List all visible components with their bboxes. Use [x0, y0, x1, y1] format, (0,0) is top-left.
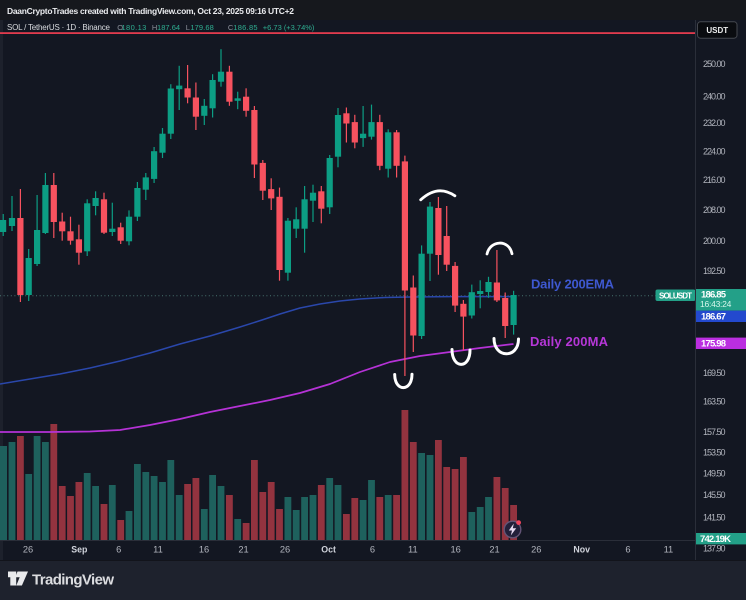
svg-text:149.50: 149.50 [703, 469, 726, 479]
svg-text:175.98: 175.98 [701, 338, 726, 349]
svg-text:16: 16 [199, 545, 209, 555]
svg-text:224.00: 224.00 [703, 147, 726, 157]
svg-text:DaanCryptoTrades created with: DaanCryptoTrades created with TradingVie… [7, 6, 294, 16]
svg-text:141.50: 141.50 [703, 512, 726, 522]
svg-text:157.50: 157.50 [703, 427, 726, 437]
svg-text:200.00: 200.00 [703, 236, 726, 246]
svg-text:26: 26 [280, 545, 290, 555]
svg-text:232.00: 232.00 [703, 118, 726, 128]
svg-text:180.13: 180.13 [122, 23, 147, 32]
svg-text:145.50: 145.50 [703, 490, 726, 500]
svg-text:186.85: 186.85 [701, 289, 727, 300]
svg-text:11: 11 [153, 545, 163, 555]
svg-text:216.00: 216.00 [703, 175, 726, 185]
svg-text:O: O [117, 23, 123, 32]
svg-text:153.50: 153.50 [703, 448, 726, 458]
svg-text:L: L [186, 23, 190, 32]
svg-text:186.67: 186.67 [701, 311, 726, 322]
svg-text:Sep: Sep [71, 545, 88, 555]
svg-text:192.50: 192.50 [703, 266, 726, 276]
svg-text:26: 26 [531, 545, 541, 555]
svg-text:Oct: Oct [321, 545, 336, 555]
svg-text:208.00: 208.00 [703, 205, 726, 215]
svg-text:6: 6 [116, 545, 121, 555]
svg-text:H: H [152, 23, 157, 32]
svg-text:Nov: Nov [573, 545, 590, 555]
svg-text:742.19K: 742.19K [700, 534, 731, 545]
svg-text:+6.73 (+3.74%): +6.73 (+3.74%) [263, 23, 315, 32]
svg-text:179.68: 179.68 [190, 23, 213, 32]
svg-text:21: 21 [238, 545, 248, 555]
svg-text:6: 6 [625, 545, 630, 555]
svg-text:Daily 200MA: Daily 200MA [530, 334, 609, 349]
svg-text:C: C [228, 23, 234, 32]
svg-text:163.50: 163.50 [703, 397, 726, 407]
svg-text:250.00: 250.00 [703, 59, 726, 69]
svg-text:16: 16 [451, 545, 461, 555]
svg-text:137.90: 137.90 [703, 544, 726, 554]
svg-text:187.64: 187.64 [157, 23, 180, 32]
svg-text:240.00: 240.00 [703, 92, 726, 102]
svg-text:186.85: 186.85 [233, 23, 257, 32]
svg-text:169.50: 169.50 [703, 368, 726, 378]
svg-text:TradingView: TradingView [32, 572, 114, 589]
svg-text:11: 11 [664, 545, 674, 555]
svg-text:11: 11 [408, 545, 418, 555]
svg-text:USDT: USDT [706, 26, 728, 35]
svg-text:21: 21 [489, 545, 499, 555]
svg-text:Daily 200EMA: Daily 200EMA [531, 277, 615, 292]
svg-text:16:43:24: 16:43:24 [700, 299, 732, 309]
svg-text:6: 6 [370, 545, 375, 555]
svg-text:SOLUSDT: SOLUSDT [659, 291, 692, 300]
svg-text:SOL / TetherUS · 1D · Binance: SOL / TetherUS · 1D · Binance [7, 23, 111, 32]
svg-text:26: 26 [23, 545, 33, 555]
